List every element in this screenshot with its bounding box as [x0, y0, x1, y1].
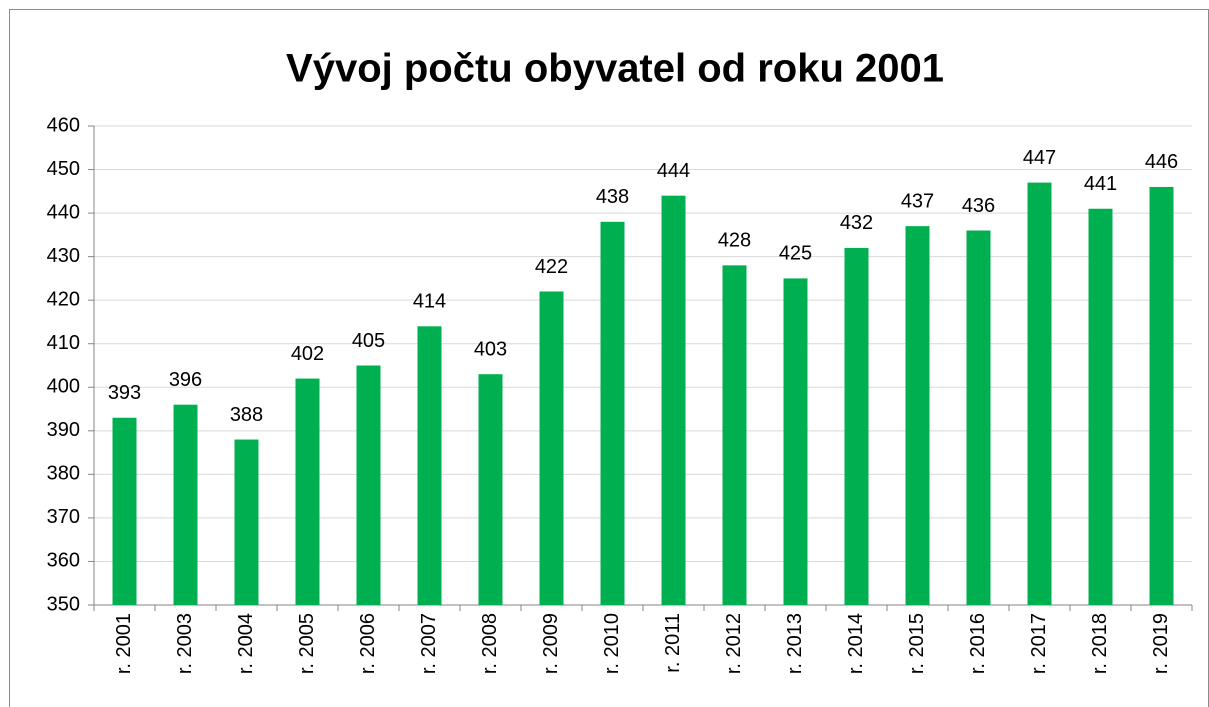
bar [1027, 182, 1052, 606]
y-tick-label: 420 [47, 288, 80, 310]
x-tick-label: r. 2014 [845, 613, 867, 674]
data-label: 388 [230, 404, 263, 426]
bar [966, 230, 991, 605]
bar [295, 378, 320, 605]
data-label: 446 [1145, 151, 1178, 173]
data-label: 422 [535, 256, 568, 278]
bar [600, 221, 625, 606]
bar [844, 247, 869, 605]
bar [539, 291, 564, 605]
x-tick-label: r. 2018 [1089, 613, 1111, 674]
x-tick-label: r. 2009 [540, 613, 562, 674]
y-tick-label: 400 [47, 376, 80, 398]
chart-title: Vývoj počtu obyvatel od roku 2001 [286, 47, 944, 91]
data-label: 405 [352, 330, 385, 352]
y-tick-label: 460 [47, 114, 80, 136]
data-label: 437 [901, 190, 934, 212]
bar [783, 278, 808, 605]
bar [1088, 208, 1113, 605]
y-tick-label: 440 [47, 201, 80, 223]
x-tick-label: r. 2015 [906, 613, 928, 674]
bar [722, 265, 747, 605]
x-tick-label: r. 2004 [235, 613, 257, 674]
x-tick-label: r. 2003 [174, 613, 196, 674]
y-tick-label: 430 [47, 245, 80, 267]
x-tick-label: r. 2008 [479, 613, 501, 674]
data-label: 428 [718, 230, 751, 252]
x-tick-label: r. 2007 [418, 613, 440, 674]
x-tick-label: r. 2016 [967, 613, 989, 674]
data-label: 396 [169, 369, 202, 391]
data-label: 425 [779, 243, 812, 265]
data-label: 438 [596, 186, 629, 208]
x-tick-label: r. 2011 [662, 613, 684, 673]
bar [417, 326, 442, 605]
bar [661, 195, 686, 605]
bar [112, 417, 137, 605]
data-label: 444 [657, 160, 690, 182]
bar [905, 226, 930, 605]
data-label: 441 [1084, 173, 1117, 195]
x-tick-label: r. 2006 [357, 613, 379, 674]
data-label: 402 [291, 343, 324, 365]
data-label: 414 [413, 291, 446, 313]
y-tick-label: 450 [47, 158, 80, 180]
bar [1149, 186, 1174, 606]
x-tick-label: r. 2019 [1150, 613, 1172, 674]
data-label: 436 [962, 195, 995, 217]
bar [478, 374, 503, 605]
x-tick-label: r. 2010 [601, 613, 623, 674]
y-tick-label: 390 [47, 419, 80, 441]
bar [356, 365, 381, 605]
data-label: 447 [1023, 147, 1056, 169]
x-tick-label: r. 2005 [296, 613, 318, 674]
x-tick-label: r. 2017 [1028, 613, 1050, 674]
x-tick-label: r. 2012 [723, 613, 745, 674]
y-tick-label: 380 [47, 463, 80, 485]
data-label: 403 [474, 338, 507, 360]
y-tick-label: 370 [47, 506, 80, 528]
data-label: 432 [840, 212, 873, 234]
y-tick-label: 360 [47, 550, 80, 572]
bar [234, 439, 259, 605]
bar [173, 404, 198, 605]
x-tick-label: r. 2001 [113, 613, 135, 674]
y-tick-label: 410 [47, 332, 80, 354]
x-tick-label: r. 2013 [784, 613, 806, 674]
y-tick-label: 350 [47, 593, 80, 615]
data-label: 393 [108, 382, 141, 404]
